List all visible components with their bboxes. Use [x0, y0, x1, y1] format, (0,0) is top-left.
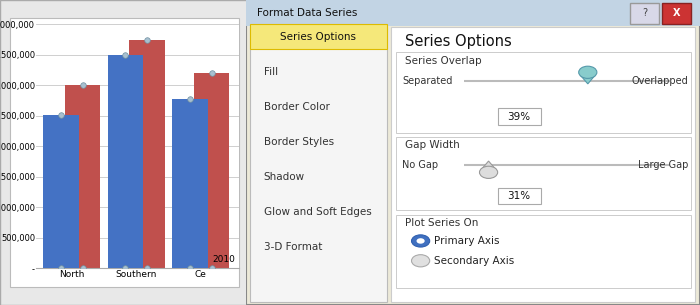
Circle shape [412, 255, 430, 267]
Bar [108, 55, 144, 268]
Polygon shape [580, 75, 595, 84]
FancyBboxPatch shape [629, 3, 659, 24]
FancyBboxPatch shape [498, 188, 541, 204]
FancyBboxPatch shape [395, 52, 691, 133]
FancyBboxPatch shape [246, 0, 700, 26]
Text: Plot Series On: Plot Series On [405, 218, 478, 228]
Bar [130, 40, 164, 268]
Text: 31%: 31% [508, 191, 531, 201]
Text: Fill: Fill [264, 67, 278, 77]
Text: No Gap: No Gap [402, 160, 439, 170]
Text: Series Options: Series Options [281, 32, 356, 41]
Text: Border Styles: Border Styles [264, 137, 334, 147]
Text: Border Color: Border Color [264, 102, 330, 112]
Bar [43, 115, 79, 268]
Text: Shadow: Shadow [264, 172, 305, 182]
Text: ?: ? [642, 9, 647, 18]
Circle shape [412, 235, 430, 247]
FancyBboxPatch shape [395, 215, 691, 288]
Bar [194, 73, 230, 268]
Bar [65, 85, 100, 268]
Text: Glow and Soft Edges: Glow and Soft Edges [264, 207, 372, 217]
Circle shape [416, 238, 425, 244]
Legend: 2010: 2010 [197, 255, 235, 264]
Bar [172, 99, 208, 268]
Text: 3-D Format: 3-D Format [264, 242, 322, 252]
FancyBboxPatch shape [10, 18, 239, 287]
Text: Series Overlap: Series Overlap [405, 56, 482, 66]
FancyBboxPatch shape [250, 24, 386, 49]
Text: Primary Axis: Primary Axis [434, 236, 500, 246]
Text: Overlapped: Overlapped [632, 76, 689, 86]
Text: Secondary Axis: Secondary Axis [434, 256, 514, 266]
FancyBboxPatch shape [0, 0, 248, 305]
Text: Large Gap: Large Gap [638, 160, 689, 170]
Polygon shape [482, 161, 496, 170]
Text: Series Options: Series Options [405, 34, 512, 49]
Text: Gap Width: Gap Width [405, 140, 459, 150]
FancyBboxPatch shape [498, 108, 541, 125]
FancyBboxPatch shape [391, 27, 696, 302]
Circle shape [480, 166, 498, 178]
Text: Format Data Series: Format Data Series [257, 8, 358, 18]
Circle shape [579, 66, 597, 78]
FancyBboxPatch shape [250, 27, 386, 302]
FancyBboxPatch shape [395, 137, 691, 210]
Text: Separated: Separated [402, 76, 453, 86]
Text: X: X [673, 9, 680, 18]
FancyBboxPatch shape [662, 3, 692, 24]
FancyBboxPatch shape [246, 0, 700, 305]
Text: 39%: 39% [508, 112, 531, 121]
